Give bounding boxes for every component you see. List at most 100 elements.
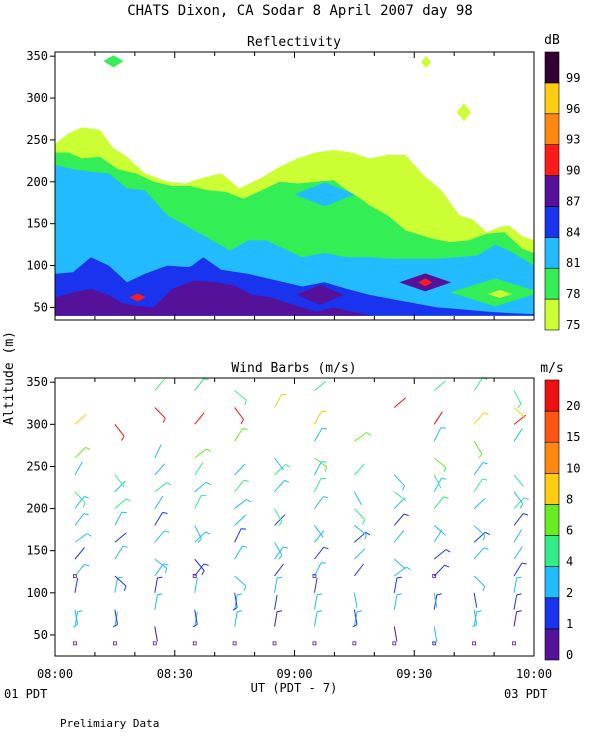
- reflectivity-colorbar-unit: dB: [544, 33, 560, 48]
- wind-barb: [314, 461, 322, 476]
- wind-barb-flag: [365, 532, 371, 536]
- wind-barb-flag: [516, 576, 522, 579]
- wind-barb: [74, 547, 85, 560]
- colorbar-swatch: [544, 473, 560, 505]
- wind-barb-flag: [478, 453, 483, 459]
- wind-barb-flag: [244, 399, 247, 405]
- wind-barb: [354, 508, 366, 520]
- wind-barb: [513, 491, 524, 505]
- colorbar-label: 1: [566, 617, 573, 631]
- wind-barb-flag: [157, 593, 163, 596]
- wind-barb-flag: [321, 410, 327, 413]
- wind-barb: [353, 592, 358, 608]
- wind-barb-flag: [73, 623, 78, 628]
- wind-barb-flag: [281, 393, 287, 396]
- colorbar-swatch: [544, 113, 560, 145]
- colorbar-swatch: [544, 441, 560, 474]
- colorbar-label: 15: [566, 430, 580, 444]
- wind-barb-flag: [77, 610, 83, 613]
- wind-barb: [234, 407, 245, 420]
- wind-barb-flag: [117, 576, 123, 579]
- wind-barb-flag: [517, 403, 522, 409]
- wind-barb: [314, 410, 322, 425]
- wind-barb-flag: [205, 531, 211, 535]
- right-time-note: 03 PDT: [504, 687, 547, 701]
- wind-barb: [433, 525, 446, 536]
- wind-barb: [194, 577, 198, 593]
- wind-barb: [314, 478, 322, 492]
- wind-barb: [314, 525, 324, 538]
- wind-barb: [393, 558, 406, 570]
- y-tick-label: 300: [26, 91, 48, 105]
- wind-barb: [154, 563, 165, 577]
- wind-barb: [274, 514, 286, 526]
- wind-barb: [114, 480, 126, 493]
- wind-barb-flag: [206, 448, 212, 452]
- wind-barb-flag: [284, 479, 290, 483]
- wind-barb-flag: [123, 585, 127, 591]
- wind-barb-flag: [201, 570, 205, 576]
- footer-note: Prelimiary Data: [60, 717, 159, 730]
- wind-barb-flag: [317, 610, 323, 613]
- colorbar-swatch: [544, 566, 560, 599]
- wind-barb-flag: [197, 538, 202, 543]
- wind-barb: [154, 530, 165, 543]
- wind-barb-flag: [237, 593, 243, 596]
- y-tick-label: 100: [26, 259, 48, 273]
- wind-barb-flag: [122, 545, 128, 548]
- colorbar-label: 96: [566, 102, 580, 116]
- wind-barb: [314, 496, 324, 509]
- wind-barb-flag: [164, 568, 168, 574]
- wind-barb: [313, 594, 318, 610]
- wind-barb-flag: [163, 563, 169, 566]
- y-tick-label: 350: [26, 49, 48, 63]
- wind-barb-flag: [162, 512, 168, 514]
- wind-barb: [234, 390, 247, 401]
- wind-barb: [234, 428, 244, 442]
- wind-barb-flag: [203, 378, 209, 381]
- calm-marker: [472, 641, 477, 646]
- wind-barb: [194, 448, 207, 459]
- calm-marker: [432, 574, 437, 578]
- wind-barb-flag: [476, 610, 482, 613]
- wind-barb: [513, 497, 525, 509]
- colorbar-label: 0: [566, 648, 573, 662]
- wind-barb: [314, 427, 323, 442]
- wind-barb-flag: [396, 593, 402, 596]
- wind-barb: [314, 457, 327, 468]
- wind-barb: [433, 549, 447, 560]
- colorbar-swatch: [544, 628, 560, 661]
- y-tick-label: 300: [26, 417, 48, 431]
- reflectivity-patch-87: [296, 284, 345, 305]
- wind-barb: [433, 564, 445, 577]
- wind-barb: [194, 412, 205, 425]
- wind-barb: [393, 513, 405, 526]
- reflectivity-patch-78: [450, 278, 534, 307]
- y-tick-label: 250: [26, 459, 48, 473]
- wind-barb: [114, 546, 124, 560]
- wind-barb: [513, 529, 523, 543]
- y-tick-label: 150: [26, 544, 48, 558]
- x-tick-label: 09:00: [276, 667, 312, 681]
- wind-barb: [433, 496, 444, 509]
- wind-barb: [114, 609, 118, 625]
- wind-barb: [194, 378, 205, 391]
- wind-barb: [513, 474, 524, 487]
- reflectivity-patch-78: [103, 55, 124, 68]
- wind-barb-flag: [519, 503, 524, 509]
- x-axis-label: UT (PDT - 7): [251, 681, 338, 695]
- reflectivity-patch-75: [456, 103, 471, 122]
- wind-barb: [473, 547, 485, 560]
- wind-barb-flag: [472, 623, 477, 628]
- wind-barb: [74, 609, 79, 625]
- wind-barb: [194, 563, 205, 577]
- reflectivity-patch-75: [421, 56, 432, 69]
- wind-barbs-axes: 50 100 150 200 250 300 350 08:00 08:30 09:00 09:30…: [26, 375, 552, 681]
- wind-barb-flag: [192, 623, 198, 628]
- wind-barb: [513, 577, 518, 593]
- wind-barb: [274, 542, 283, 556]
- colorbar-label: 10: [566, 461, 580, 475]
- wind-barb: [74, 564, 85, 577]
- wind-barb-flag: [277, 610, 283, 613]
- wind-barb: [354, 548, 366, 560]
